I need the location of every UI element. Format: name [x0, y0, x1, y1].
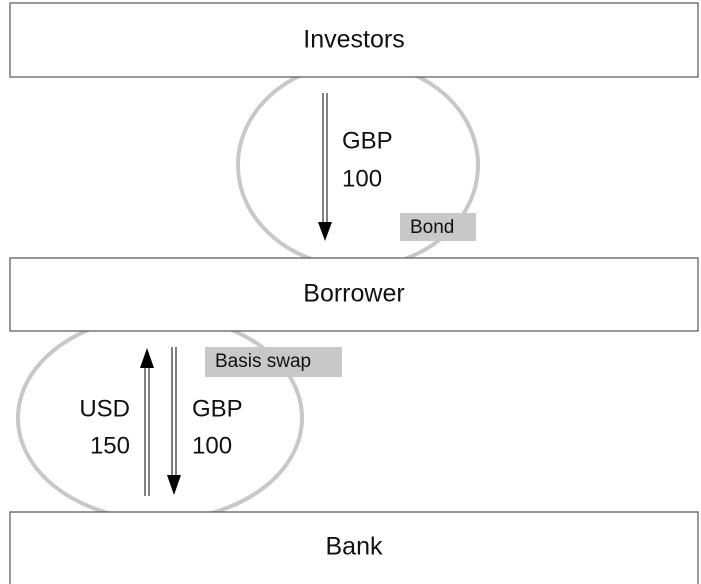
borrower-box — [9, 257, 699, 332]
box-label: Bank — [326, 533, 383, 561]
box-label: Borrower — [303, 280, 404, 308]
amount: 100 — [342, 165, 382, 192]
flow-label: Bond — [410, 217, 454, 238]
box-label: Investors — [303, 26, 404, 54]
amount: 150 — [90, 432, 130, 459]
tag-bg — [400, 213, 476, 241]
up-arrow — [140, 348, 154, 496]
currency: GBP — [342, 127, 393, 154]
bank-box — [9, 511, 699, 584]
currency: GBP — [192, 395, 243, 422]
down-arrow — [318, 93, 332, 241]
investors-box — [9, 2, 699, 78]
amount: 100 — [192, 432, 232, 459]
swap-ellipse — [16, 314, 304, 522]
currency: USD — [79, 395, 130, 422]
down-arrow — [167, 347, 181, 495]
flow-label: Basis swap — [215, 351, 311, 372]
tag-bg — [205, 347, 342, 377]
